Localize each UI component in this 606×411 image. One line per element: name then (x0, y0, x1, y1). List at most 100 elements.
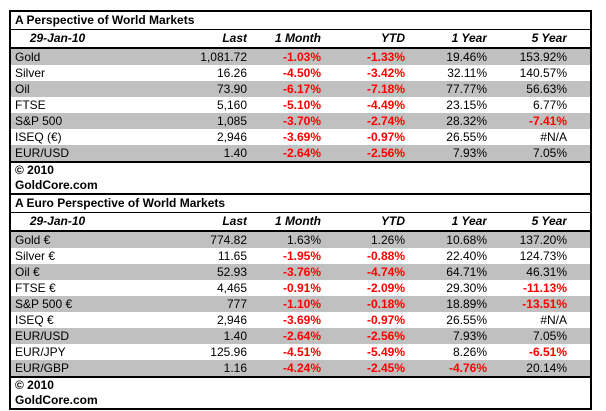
table-row: EUR/JPY 125.96 -4.51% -5.49% 8.26% -6.51% (11, 344, 590, 360)
filler-cell (567, 29, 591, 49)
value-cell: 77.77% (405, 81, 487, 97)
table-row: Oil 73.90 -6.17% -7.18% 77.77% 56.63% (11, 81, 591, 97)
table-title-row: A Perspective of World Markets (11, 12, 591, 30)
asset-label: EUR/USD (11, 328, 104, 344)
value-cell: 19.46% (405, 48, 487, 65)
filler-cell (567, 344, 590, 360)
column-header: Last (104, 29, 247, 49)
asset-label: Gold (11, 48, 104, 65)
value-cell: -2.74% (321, 113, 405, 129)
asset-label: EUR/JPY (15, 345, 66, 359)
value-cell: 29.30% (446, 281, 487, 295)
value-cell: -2.64% (247, 145, 321, 162)
value-cell: -1.10% (247, 296, 321, 312)
world-markets-table: A Perspective of World Markets 29-Jan-10 L… (11, 12, 591, 408)
value-cell: 124.73% (519, 249, 567, 263)
value-cell: 1,081.72 (104, 48, 247, 65)
value-cell: 8.26% (452, 345, 487, 359)
value-cell: -2.09% (366, 281, 405, 295)
asset-label: EUR/GBP (11, 360, 104, 377)
column-header: 5 Year (487, 212, 567, 232)
value-cell: 1.16 (104, 360, 247, 377)
value-cell: -2.45% (321, 360, 405, 377)
column-header: YTD (321, 29, 405, 49)
value-cell: 7.05% (487, 328, 567, 344)
value-cell: 2,946 (216, 313, 247, 327)
asset-label: FTSE € (15, 281, 56, 295)
asset-label: S&P 500 € (11, 296, 104, 312)
table-row: Silver 16.26 -4.50% -3.42% 32.11% 140.57% (11, 65, 590, 81)
table-title: A Euro Perspective of World Markets (11, 193, 591, 213)
value-cell: 4,465 (216, 281, 247, 295)
value-cell: -4.50% (282, 66, 321, 80)
value-cell: 153.92% (487, 48, 567, 65)
value-cell: 28.32% (405, 113, 487, 129)
value-cell: 140.57% (519, 66, 567, 80)
table-title: A Perspective of World Markets (11, 12, 591, 30)
asset-label: FTSE (15, 98, 46, 112)
value-cell: 5,160 (216, 98, 247, 112)
value-cell: 20.14% (487, 360, 567, 377)
value-cell: -4.74% (321, 264, 405, 280)
asset-label: Oil (11, 81, 104, 97)
value-cell: 777 (104, 296, 247, 312)
value-cell: -4.24% (247, 360, 321, 377)
value-cell: -1.95% (282, 249, 321, 263)
value-cell: #N/A (540, 313, 567, 327)
value-cell: -3.69% (282, 130, 321, 144)
value-cell: -2.56% (321, 328, 405, 344)
value-cell: 1.63% (247, 231, 321, 248)
filler-cell (567, 145, 591, 162)
asset-label: S&P 500 (11, 113, 104, 129)
value-cell: -13.51% (487, 296, 567, 312)
value-cell: -0.97% (366, 313, 405, 327)
filler-cell (567, 231, 591, 248)
value-cell: -4.51% (282, 345, 321, 359)
value-cell: -6.51% (528, 345, 567, 359)
column-header: YTD (321, 212, 405, 232)
table-row: Gold €774.82 1.63% 1.26% 10.68% 137.20% (11, 231, 591, 248)
value-cell: -2.56% (321, 145, 405, 162)
filler-cell (567, 280, 590, 296)
value-cell: 1.40 (104, 328, 247, 344)
value-cell: -3.69% (282, 313, 321, 327)
copyright-text: © 2010 (11, 161, 591, 178)
value-cell: 6.77% (532, 98, 567, 112)
value-cell: 52.93 (104, 264, 247, 280)
value-cell: 10.68% (405, 231, 487, 248)
column-header: Last (104, 212, 247, 232)
table-row: ISEQ € 2,946 -3.69% -0.97% 26.55% #N/A (11, 312, 590, 328)
value-cell: -1.03% (247, 48, 321, 65)
filler-cell (567, 312, 590, 328)
value-cell: -0.91% (282, 281, 321, 295)
value-cell: -6.17% (247, 81, 321, 97)
filler-cell (567, 97, 590, 113)
value-cell: 73.90 (104, 81, 247, 97)
value-cell: 16.26 (216, 66, 247, 80)
asset-label: ISEQ (€) (15, 130, 62, 144)
site-name-row: GoldCore.com (11, 393, 590, 408)
value-cell: 7.05% (487, 145, 567, 162)
table-row: FTSE 5,160 -5.10% -4.49% 23.15% 6.77% (11, 97, 590, 113)
value-cell: -3.42% (366, 66, 405, 80)
table-body: A Perspective of World Markets 29-Jan-10 L… (11, 12, 591, 408)
filler-cell (567, 48, 591, 65)
value-cell: -0.18% (321, 296, 405, 312)
value-cell: 18.89% (405, 296, 487, 312)
asset-label: Silver € (15, 249, 56, 263)
filler-cell (567, 264, 591, 280)
copyright-row: © 2010 (11, 376, 591, 393)
value-cell: 11.65 (217, 249, 247, 263)
table-row: EUR/USD 1.40 -2.64% -2.56% 7.93% 7.05% (11, 145, 591, 162)
filler-cell (567, 212, 591, 232)
value-cell: -3.70% (247, 113, 321, 129)
value-cell: -7.18% (321, 81, 405, 97)
market-tables-frame: A Perspective of World Markets 29-Jan-10 L… (9, 10, 592, 410)
value-cell: 2,946 (216, 130, 247, 144)
value-cell: -5.49% (366, 345, 405, 359)
column-header: 1 Year (405, 212, 487, 232)
asset-label: Silver (15, 66, 46, 80)
table-row: Silver € 11.65 -1.95% -0.88% 22.40% 124.73% (11, 248, 590, 264)
value-cell: -5.10% (282, 98, 321, 112)
